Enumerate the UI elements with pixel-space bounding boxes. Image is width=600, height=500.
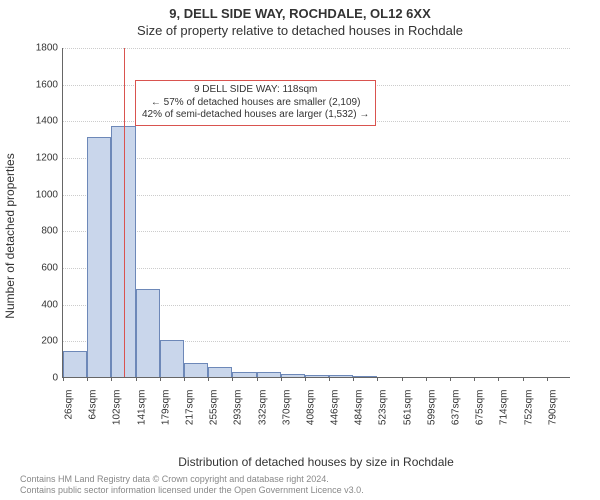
y-tick-label: 1800	[36, 43, 58, 54]
x-tick-label: 523sqm	[378, 390, 389, 426]
gridline	[63, 231, 570, 232]
histogram-bar	[257, 372, 281, 377]
x-tick	[281, 377, 282, 381]
y-tick-label: 1200	[36, 153, 58, 164]
histogram-bar	[208, 367, 232, 377]
x-tick-label: 141sqm	[136, 390, 147, 426]
y-tick-label: 200	[41, 336, 58, 347]
annotation-line: 42% of semi-detached houses are larger (…	[142, 109, 369, 122]
x-tick	[305, 377, 306, 381]
gridline	[63, 195, 570, 196]
x-tick	[208, 377, 209, 381]
chart-title-line1: 9, DELL SIDE WAY, ROCHDALE, OL12 6XX	[0, 6, 600, 21]
x-tick	[136, 377, 137, 381]
x-tick-label: 752sqm	[523, 390, 534, 426]
gridline	[63, 268, 570, 269]
chart-title-block: 9, DELL SIDE WAY, ROCHDALE, OL12 6XX Siz…	[0, 0, 600, 38]
x-tick	[547, 377, 548, 381]
histogram-bar	[184, 363, 208, 377]
y-tick-label: 400	[41, 299, 58, 310]
histogram-bar	[87, 137, 111, 377]
x-tick-label: 675sqm	[475, 390, 486, 426]
x-tick-label: 484sqm	[354, 390, 365, 426]
y-tick-label: 800	[41, 226, 58, 237]
x-tick-label: 408sqm	[305, 390, 316, 426]
x-tick-label: 370sqm	[281, 390, 292, 426]
x-tick-label: 255sqm	[209, 390, 220, 426]
histogram-bar	[160, 340, 184, 377]
footer-attribution: Contains HM Land Registry data © Crown c…	[20, 474, 364, 496]
x-tick	[184, 377, 185, 381]
x-tick	[257, 377, 258, 381]
x-axis-label: Distribution of detached houses by size …	[178, 455, 454, 469]
histogram-bar	[305, 375, 329, 377]
gridline	[63, 158, 570, 159]
plot-area: 26sqm64sqm102sqm141sqm179sqm217sqm255sqm…	[62, 48, 570, 378]
x-tick	[474, 377, 475, 381]
x-tick	[329, 377, 330, 381]
x-tick	[111, 377, 112, 381]
x-tick	[450, 377, 451, 381]
annotation-line: 9 DELL SIDE WAY: 118sqm	[142, 84, 369, 97]
x-tick-label: 64sqm	[88, 390, 99, 426]
x-tick-label: 790sqm	[547, 390, 558, 426]
gridline	[63, 48, 570, 49]
y-tick-label: 1400	[36, 116, 58, 127]
annotation-box: 9 DELL SIDE WAY: 118sqm← 57% of detached…	[135, 80, 376, 126]
footer-line1: Contains HM Land Registry data © Crown c…	[20, 474, 364, 485]
x-tick	[498, 377, 499, 381]
histogram-bar	[63, 351, 87, 377]
histogram-bar	[353, 376, 377, 377]
y-tick-label: 1600	[36, 79, 58, 90]
x-tick-label: 293sqm	[233, 390, 244, 426]
y-tick-label: 600	[41, 263, 58, 274]
x-tick-label: 26sqm	[64, 390, 75, 426]
annotation-line: ← 57% of detached houses are smaller (2,…	[142, 97, 369, 110]
footer-line2: Contains public sector information licen…	[20, 485, 364, 496]
marker-line	[124, 48, 125, 377]
x-tick	[426, 377, 427, 381]
x-tick-label: 446sqm	[330, 390, 341, 426]
chart-area: Number of detached properties 26sqm64sqm…	[62, 48, 570, 423]
y-tick-label: 1000	[36, 189, 58, 200]
x-tick-label: 102sqm	[112, 390, 123, 426]
x-tick	[353, 377, 354, 381]
x-tick-label: 637sqm	[451, 390, 462, 426]
histogram-bar	[232, 372, 256, 378]
x-tick-label: 561sqm	[402, 390, 413, 426]
x-tick-label: 217sqm	[184, 390, 195, 426]
y-tick-label: 0	[52, 373, 58, 384]
x-tick	[160, 377, 161, 381]
x-tick	[63, 377, 64, 381]
x-tick	[232, 377, 233, 381]
histogram-bar	[281, 374, 305, 377]
x-tick	[402, 377, 403, 381]
chart-title-line2: Size of property relative to detached ho…	[0, 23, 600, 38]
x-tick-label: 599sqm	[426, 390, 437, 426]
x-tick	[377, 377, 378, 381]
x-tick	[523, 377, 524, 381]
x-tick	[87, 377, 88, 381]
x-tick-label: 179sqm	[160, 390, 171, 426]
y-axis-label: Number of detached properties	[3, 153, 17, 318]
x-tick-label: 714sqm	[499, 390, 510, 426]
histogram-bar	[136, 289, 160, 377]
histogram-bar	[329, 375, 353, 377]
x-tick-label: 332sqm	[257, 390, 268, 426]
